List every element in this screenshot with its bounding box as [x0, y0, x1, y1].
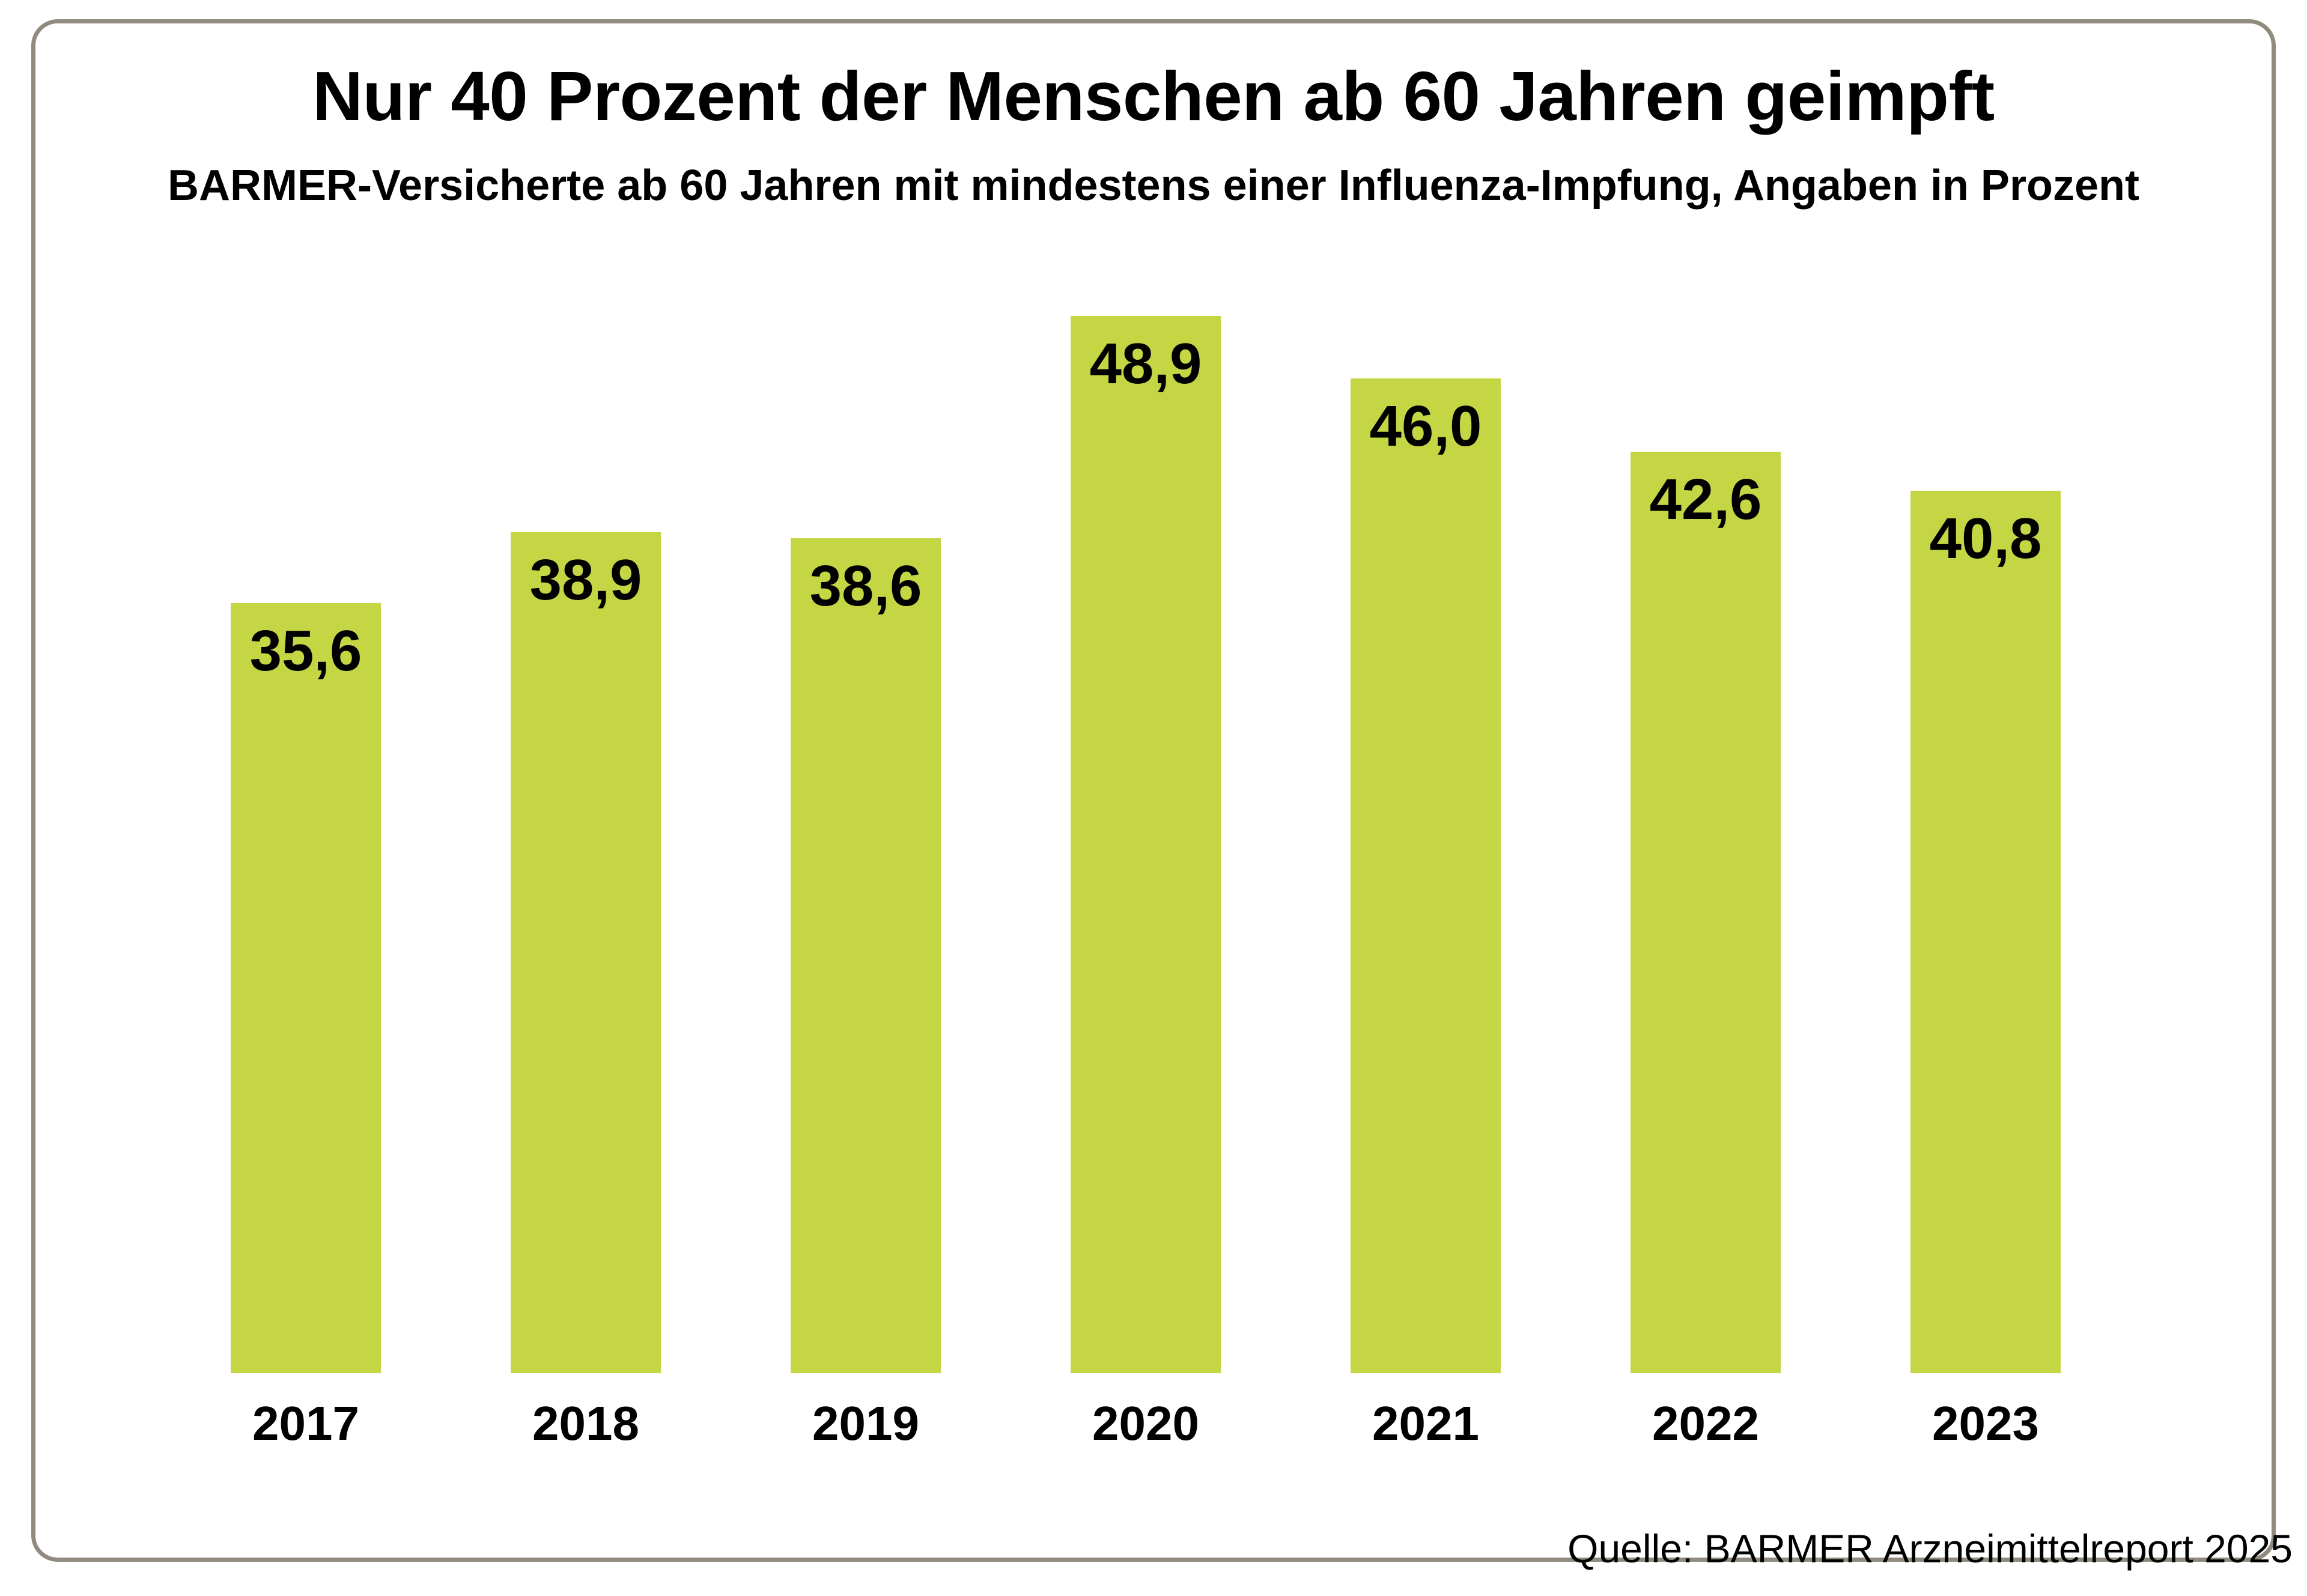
bar-group: [231, 0, 381, 1373]
x-tick-label-2022: 2022: [1652, 1397, 1759, 1450]
bar-group: [1631, 0, 1781, 1373]
x-tick-label-2023: 2023: [1932, 1397, 2039, 1450]
bar-group: [511, 0, 661, 1373]
bar-group: [1910, 0, 2061, 1373]
bar-value-label: 38,6: [809, 554, 922, 619]
bar[interactable]: [231, 603, 381, 1373]
chart-title: Nur 40 Prozent der Menschen ab 60 Jahren…: [312, 57, 1995, 135]
bar[interactable]: [1071, 315, 1221, 1373]
bar[interactable]: [1351, 378, 1501, 1373]
bar[interactable]: [1910, 491, 2061, 1373]
x-tick-label-2018: 2018: [532, 1397, 639, 1450]
x-tick-label-2017: 2017: [252, 1397, 359, 1450]
bar-group: [1071, 0, 1221, 1373]
bar-value-label: 46,0: [1369, 394, 1482, 458]
bar[interactable]: [511, 532, 661, 1373]
x-tick-label-2021: 2021: [1372, 1397, 1479, 1450]
source-note: Quelle: BARMER Arzneimittelreport 2025: [1567, 1526, 2293, 1571]
bar-value-label: 38,9: [529, 547, 642, 612]
x-tick-label-2019: 2019: [812, 1397, 919, 1450]
bar-value-label: 48,9: [1089, 331, 1202, 396]
chart-subtitle: BARMER-Versicherte ab 60 Jahren mit mind…: [168, 162, 2139, 210]
x-tick-label-2020: 2020: [1092, 1397, 1199, 1450]
bar-group: [1351, 0, 1501, 1373]
bar-group: [791, 0, 941, 1373]
bar-value-label: 35,6: [249, 619, 362, 684]
bar[interactable]: [1631, 452, 1781, 1373]
bar[interactable]: [791, 538, 941, 1373]
bar-value-label: 40,8: [1929, 506, 2042, 571]
bar-value-label: 42,6: [1649, 467, 1762, 532]
